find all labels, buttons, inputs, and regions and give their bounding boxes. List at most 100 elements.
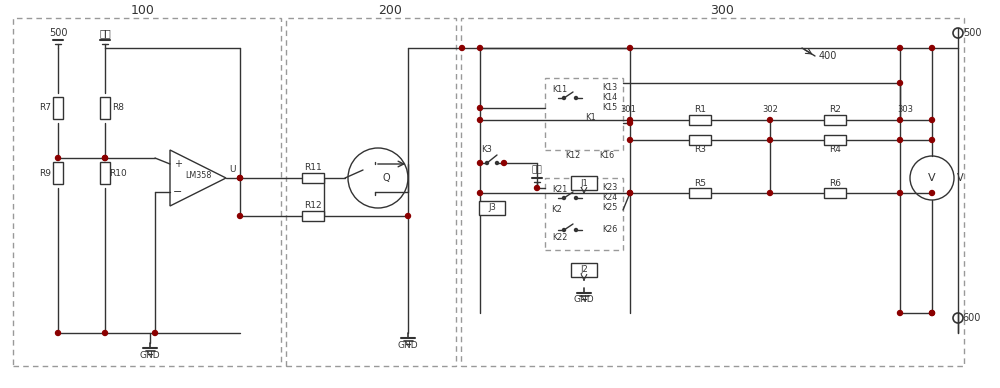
Text: Q: Q bbox=[382, 173, 390, 183]
Circle shape bbox=[930, 45, 934, 50]
Text: K21: K21 bbox=[552, 185, 568, 194]
Text: 电源: 电源 bbox=[99, 28, 111, 38]
Text: R7: R7 bbox=[39, 104, 51, 113]
Circle shape bbox=[502, 161, 507, 166]
Bar bbox=[689, 115, 711, 125]
Text: 303: 303 bbox=[897, 106, 913, 114]
Circle shape bbox=[898, 191, 902, 196]
Text: R6: R6 bbox=[829, 178, 841, 187]
Text: 500: 500 bbox=[49, 28, 67, 38]
Circle shape bbox=[496, 161, 498, 165]
Text: J3: J3 bbox=[488, 203, 496, 213]
Circle shape bbox=[930, 118, 934, 123]
Text: R9: R9 bbox=[39, 168, 51, 177]
Circle shape bbox=[478, 161, 482, 166]
Circle shape bbox=[628, 191, 633, 196]
Text: R8: R8 bbox=[112, 104, 124, 113]
Text: K14: K14 bbox=[602, 94, 618, 102]
Circle shape bbox=[930, 191, 934, 196]
Circle shape bbox=[898, 310, 902, 315]
Bar bbox=[53, 162, 63, 184]
Circle shape bbox=[898, 45, 902, 50]
Circle shape bbox=[238, 175, 242, 180]
Text: J1: J1 bbox=[580, 178, 588, 187]
Text: 301: 301 bbox=[620, 106, 636, 114]
Circle shape bbox=[628, 118, 633, 123]
Bar bbox=[100, 162, 110, 184]
Bar bbox=[689, 188, 711, 198]
Text: −: − bbox=[173, 187, 183, 197]
Text: V: V bbox=[928, 173, 936, 183]
Circle shape bbox=[768, 191, 772, 196]
Bar bbox=[479, 201, 505, 215]
Circle shape bbox=[406, 213, 411, 218]
Text: R10: R10 bbox=[109, 168, 127, 177]
Bar bbox=[571, 176, 597, 190]
Text: K11: K11 bbox=[552, 85, 568, 95]
Text: R12: R12 bbox=[304, 201, 322, 211]
Bar bbox=[302, 173, 324, 183]
Circle shape bbox=[103, 156, 108, 161]
Text: 200: 200 bbox=[378, 3, 402, 17]
Circle shape bbox=[898, 118, 902, 123]
Text: K26: K26 bbox=[602, 225, 618, 234]
Circle shape bbox=[930, 137, 934, 142]
Bar bbox=[824, 135, 846, 145]
Bar bbox=[571, 263, 597, 277]
Text: V: V bbox=[957, 173, 963, 183]
Bar bbox=[53, 97, 63, 119]
Text: 302: 302 bbox=[762, 106, 778, 114]
Text: K23: K23 bbox=[602, 184, 618, 192]
Circle shape bbox=[478, 118, 482, 123]
Text: K24: K24 bbox=[602, 194, 618, 203]
Circle shape bbox=[460, 45, 464, 50]
Bar bbox=[824, 188, 846, 198]
Text: K25: K25 bbox=[602, 203, 618, 213]
Text: R3: R3 bbox=[694, 146, 706, 154]
Circle shape bbox=[238, 175, 242, 180]
Text: +: + bbox=[174, 159, 182, 169]
Text: 电源: 电源 bbox=[532, 166, 542, 175]
Text: R4: R4 bbox=[829, 146, 841, 154]
Circle shape bbox=[930, 310, 934, 315]
Circle shape bbox=[478, 191, 482, 196]
Circle shape bbox=[152, 331, 158, 336]
Text: K13: K13 bbox=[602, 83, 618, 92]
Circle shape bbox=[534, 185, 540, 191]
Circle shape bbox=[562, 97, 566, 99]
Text: 500: 500 bbox=[963, 28, 981, 38]
Text: K2: K2 bbox=[552, 206, 562, 215]
Circle shape bbox=[486, 161, 488, 165]
Circle shape bbox=[562, 196, 566, 199]
Text: K16: K16 bbox=[599, 151, 615, 159]
Text: K12: K12 bbox=[565, 151, 581, 159]
Text: GND: GND bbox=[574, 296, 594, 305]
Text: 600: 600 bbox=[963, 313, 981, 323]
Text: U: U bbox=[230, 166, 236, 175]
Text: GND: GND bbox=[398, 341, 418, 350]
Text: K3: K3 bbox=[482, 144, 492, 154]
Text: R2: R2 bbox=[829, 106, 841, 114]
Circle shape bbox=[628, 45, 633, 50]
Circle shape bbox=[898, 137, 902, 142]
Text: LM358: LM358 bbox=[185, 170, 211, 180]
Text: R11: R11 bbox=[304, 163, 322, 173]
Circle shape bbox=[103, 156, 108, 161]
Text: K22: K22 bbox=[552, 234, 568, 242]
Text: K15: K15 bbox=[602, 104, 618, 113]
Circle shape bbox=[478, 45, 482, 50]
Circle shape bbox=[628, 121, 633, 125]
Text: R5: R5 bbox=[694, 178, 706, 187]
Text: K1: K1 bbox=[585, 114, 595, 123]
Circle shape bbox=[478, 106, 482, 111]
Circle shape bbox=[574, 229, 578, 232]
Circle shape bbox=[898, 80, 902, 85]
Bar bbox=[302, 211, 324, 221]
Circle shape bbox=[930, 310, 934, 315]
Circle shape bbox=[56, 156, 60, 161]
Circle shape bbox=[628, 191, 633, 196]
Bar bbox=[689, 135, 711, 145]
Circle shape bbox=[768, 118, 772, 123]
Circle shape bbox=[768, 137, 772, 142]
Text: 300: 300 bbox=[710, 3, 734, 17]
